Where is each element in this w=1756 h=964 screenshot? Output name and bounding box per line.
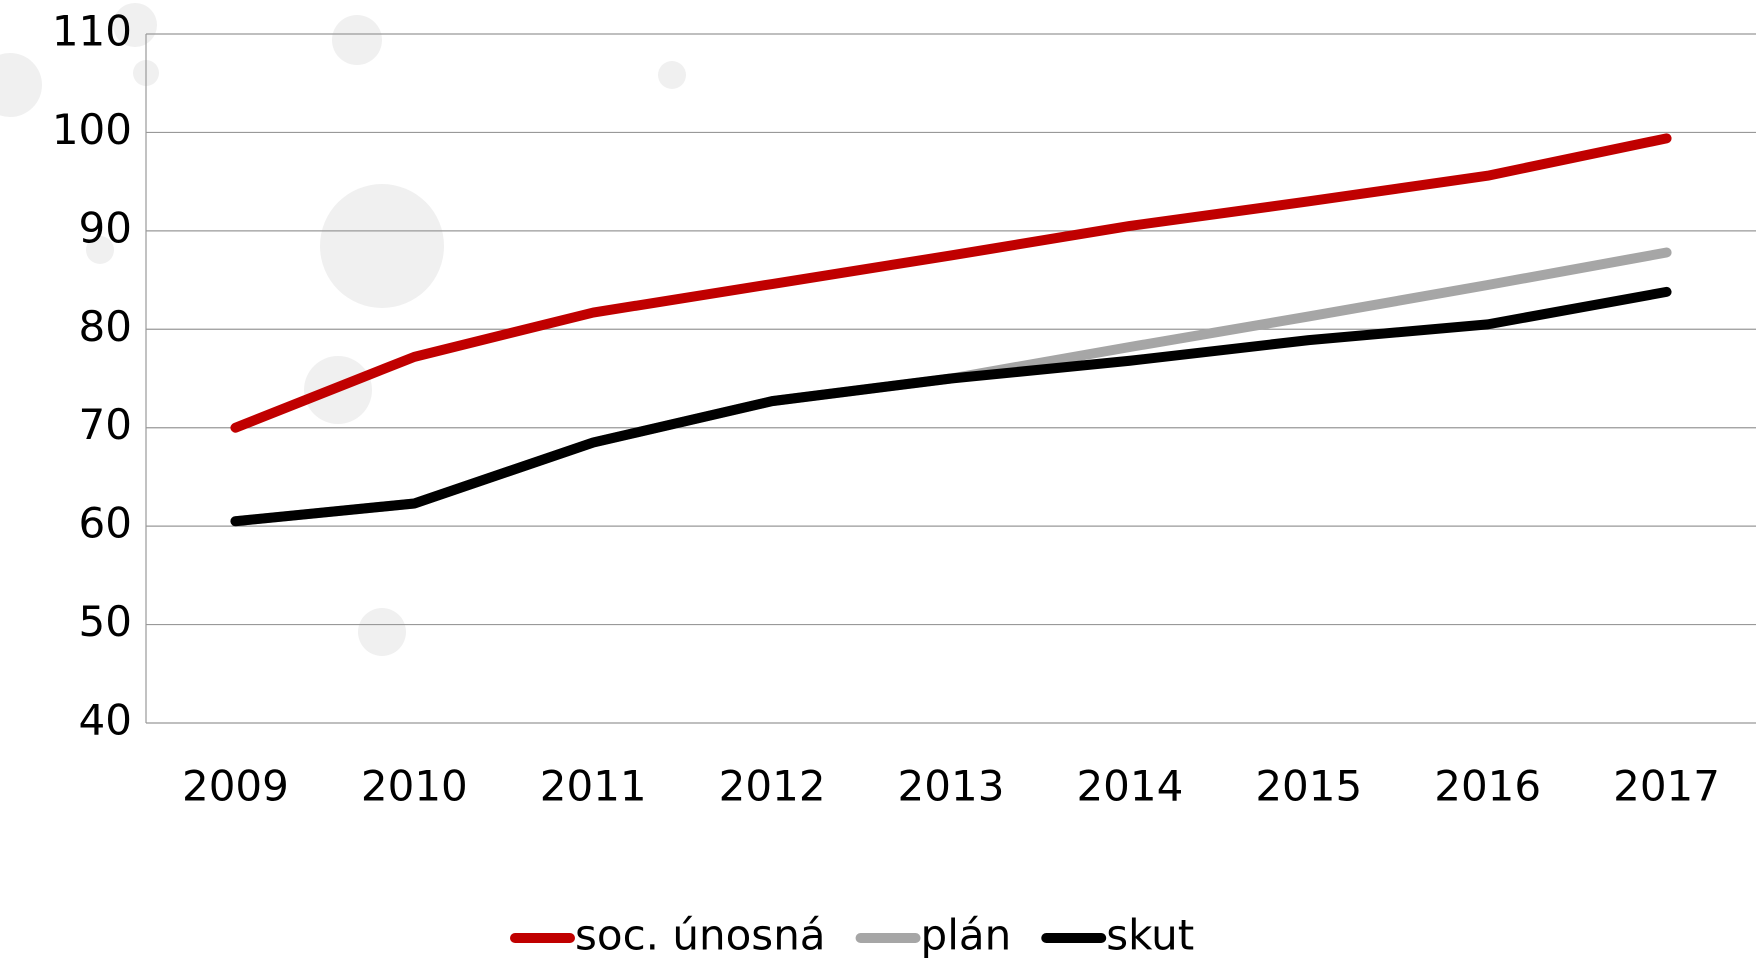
y-tick-label: 110: [52, 7, 132, 56]
y-tick-label: 80: [79, 302, 132, 351]
y-tick-label: 50: [79, 597, 132, 646]
y-tick-label: 40: [79, 696, 132, 745]
x-tick-label: 2014: [1076, 762, 1183, 811]
y-tick-label: 90: [79, 203, 132, 252]
legend-label: soc. únosná: [575, 911, 826, 960]
y-tick-label: 70: [79, 400, 132, 449]
x-tick-label: 2013: [898, 762, 1005, 811]
y-tick-label: 60: [79, 499, 132, 548]
line-series: [230, 247, 1672, 527]
x-tick-label: 2010: [361, 762, 468, 811]
x-tick-label: 2015: [1255, 762, 1362, 811]
x-tick-label: 2016: [1434, 762, 1541, 811]
x-tick-label: 2009: [182, 762, 289, 811]
x-tick-label: 2017: [1613, 762, 1720, 811]
line-series: [230, 133, 1672, 433]
x-tick-label: 2012: [719, 762, 826, 811]
line-series: [230, 286, 1672, 527]
x-tick-label: 2011: [540, 762, 647, 811]
legend-label: skut: [1106, 911, 1194, 960]
background-decoration: [0, 3, 686, 656]
y-tick-label: 100: [52, 105, 132, 154]
legend-label: plán: [921, 911, 1012, 960]
